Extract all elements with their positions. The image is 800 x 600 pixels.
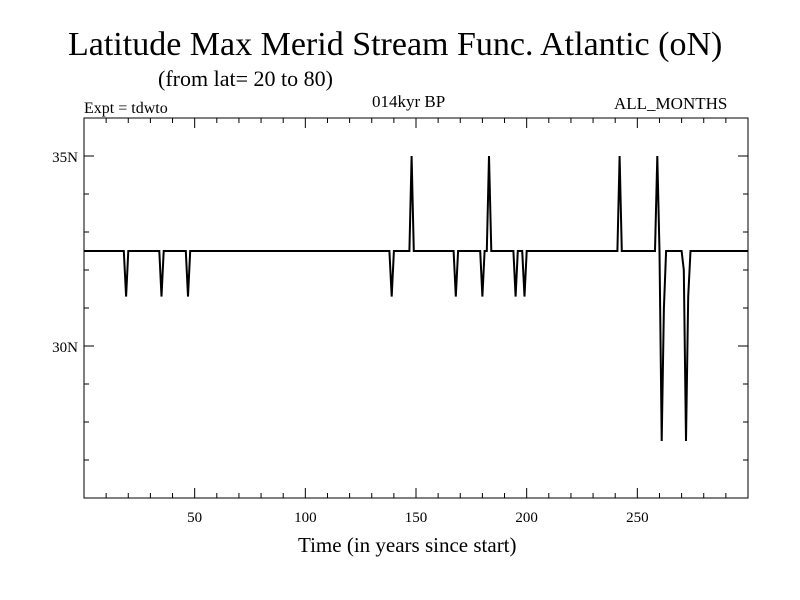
x-axis-label: Time (in years since start) — [298, 533, 517, 557]
axis-tick-labels: 50 100 150 200 250 30N 35N — [52, 150, 648, 526]
x-tick-label: 200 — [515, 510, 538, 526]
experiment-label: Expt = tdwto — [84, 100, 168, 117]
chart-subtitle: (from lat= 20 to 80) — [158, 66, 333, 91]
plot-frame — [83, 117, 749, 499]
y-tick-label: 35N — [52, 150, 78, 166]
x-tick-label: 100 — [294, 510, 317, 526]
months-label: ALL_MONTHS — [614, 94, 728, 113]
chart-title: Latitude Max Merid Stream Func. Atlantic… — [68, 26, 723, 63]
x-tick-label: 50 — [187, 510, 202, 526]
axis-ticks — [84, 118, 748, 498]
x-tick-label: 150 — [405, 510, 428, 526]
period-label: 014kyr BP — [372, 92, 446, 111]
series-line — [84, 155, 748, 442]
series-group — [84, 155, 748, 442]
y-tick-label: 30N — [52, 340, 78, 356]
x-tick-label: 250 — [626, 510, 649, 526]
